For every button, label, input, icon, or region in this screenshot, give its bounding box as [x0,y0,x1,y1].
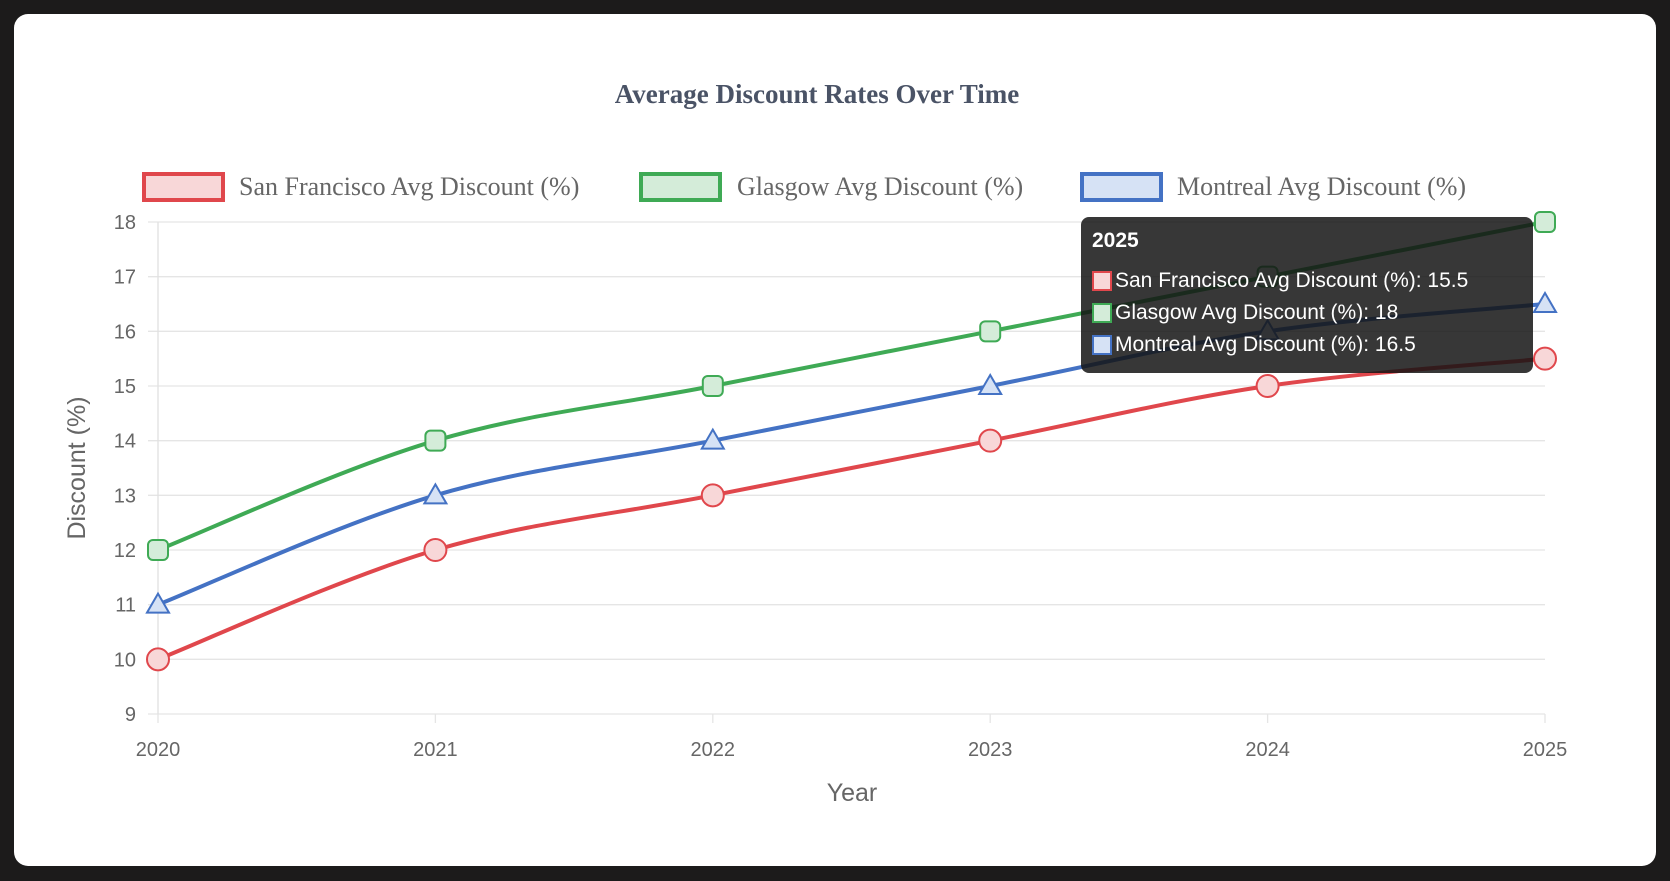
tooltip-text: Montreal Avg Discount (%): 16.5 [1115,333,1416,356]
data-point [700,483,725,508]
y-tick-label: 14 [114,431,136,453]
y-tick-label: 17 [114,267,136,289]
y-tick-label: 15 [114,376,136,398]
tooltip-text: San Francisco Avg Discount (%): 15.5 [1115,269,1469,292]
data-point [979,320,1002,343]
tooltip-text: Glasgow Avg Discount (%): 18 [1115,301,1399,324]
y-tick-label: 13 [114,485,136,507]
tooltip-swatch-icon [1092,335,1112,355]
data-point [1533,346,1557,371]
data-point [1534,211,1556,233]
y-tick-label: 16 [114,321,136,343]
data-point [147,539,169,561]
x-tick-label: 2020 [136,739,181,761]
tooltip: 2025 San Francisco Avg Discount (%): 15.… [1081,217,1533,373]
tooltip-swatch-icon [1092,303,1112,323]
legend-swatch-icon [639,172,722,202]
data-point [1255,374,1280,398]
legend-swatch-icon [142,172,225,202]
x-tick-label: 2022 [691,739,736,761]
y-tick-label: 9 [125,704,136,726]
data-point [422,482,449,505]
y-tick-label: 11 [115,595,136,617]
legend-swatch-icon [1080,172,1163,202]
data-point [145,591,171,614]
x-tick-label: 2023 [968,739,1013,761]
x-axis-title: Year [827,779,878,807]
tooltip-swatch-icon [1092,271,1112,291]
data-point [977,373,1003,395]
data-point [423,538,448,562]
tooltip-row-montreal: Montreal Avg Discount (%): 16.5 [1092,329,1522,361]
data-point [700,427,726,450]
x-tick-label: 2025 [1523,739,1568,761]
y-axis-title: Discount (%) [63,396,91,539]
y-tick-label: 18 [114,212,136,234]
data-point [146,647,170,672]
y-tick-label: 12 [114,540,136,562]
chart-title: Average Discount Rates Over Time [615,79,1019,109]
tooltip-row-glasgow: Glasgow Avg Discount (%): 18 [1092,297,1522,329]
legend-label: San Francisco Avg Discount (%) [239,172,579,201]
y-tick-label: 10 [114,649,136,671]
legend-label: Glasgow Avg Discount (%) [737,172,1023,201]
data-point [1532,291,1558,313]
tooltip-row-san-francisco: San Francisco Avg Discount (%): 15.5 [1092,265,1522,297]
data-point [978,428,1003,453]
tooltip-title: 2025 [1092,229,1139,252]
legend-label: Montreal Avg Discount (%) [1177,172,1466,201]
x-tick-label: 2024 [1245,739,1290,761]
chart-card [14,14,1656,866]
series-line [157,356,1546,662]
x-tick-label: 2021 [413,739,458,761]
data-point [701,375,724,397]
data-point [424,429,447,452]
